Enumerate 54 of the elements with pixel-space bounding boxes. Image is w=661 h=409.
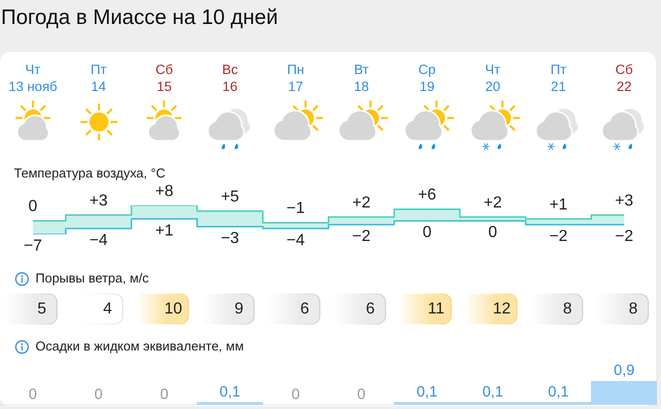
- x-tick-label: Чт 13 нояб: [8, 62, 58, 94]
- data-label: +2: [484, 194, 502, 212]
- chart-title: Погода в Миассе на 10 дней: [1, 6, 278, 29]
- x-tick-label: Чт 20: [485, 62, 500, 94]
- data-label: 8: [562, 300, 572, 318]
- x-tick-label: Сб 22: [615, 62, 634, 94]
- data-label: 6: [366, 300, 375, 318]
- x-tick-label: Ср 19: [418, 62, 436, 94]
- data-label: 12: [492, 300, 511, 318]
- data-label: 0: [422, 224, 432, 242]
- data-label: 9: [234, 300, 244, 318]
- data-label: −2: [352, 228, 371, 246]
- chart-subtitle: Температура воздуха, °C: [14, 165, 166, 180]
- x-tick-label: Вс 16: [222, 62, 238, 94]
- data-label: 0,1: [548, 383, 569, 400]
- data-label: 4: [103, 300, 112, 318]
- data-label: 0: [160, 386, 168, 404]
- x-tick-label: Сб 15: [156, 62, 174, 94]
- x-tick-label: Пт 14: [90, 62, 107, 94]
- chart-title: Осадки в жидком эквиваленте, мм: [36, 338, 244, 354]
- data-label: 0: [291, 386, 300, 404]
- data-label: −3: [220, 230, 240, 247]
- data-label: −7: [24, 238, 42, 255]
- data-label: 0: [488, 224, 498, 242]
- data-label: +6: [418, 186, 436, 204]
- data-label: 0,1: [416, 383, 438, 400]
- data-label: +2: [352, 194, 371, 212]
- data-label: 0,9: [614, 362, 635, 380]
- data-label: −1: [286, 200, 305, 218]
- data-label: 11: [428, 300, 444, 318]
- text: Порывы ветра, м/с: [36, 270, 150, 286]
- x-tick-label: Вт 18: [354, 62, 369, 94]
- data-label: 8: [628, 300, 638, 318]
- data-label: 0,1: [482, 383, 504, 400]
- x-tick-label: Пт 21: [550, 62, 566, 94]
- data-label: +1: [549, 196, 568, 214]
- data-label: 0: [28, 198, 38, 216]
- data-label: +5: [220, 188, 240, 206]
- data-label: 10: [164, 300, 182, 318]
- data-label: +1: [155, 222, 174, 240]
- data-label: −4: [286, 232, 305, 249]
- data-label: 6: [300, 300, 310, 318]
- data-label: 0: [94, 386, 103, 404]
- data-label: +3: [89, 192, 108, 210]
- x-tick-label: Пн 17: [287, 62, 304, 94]
- data-label: −2: [615, 228, 634, 246]
- data-label: 0,1: [220, 383, 240, 400]
- data-label: 0: [357, 386, 366, 404]
- data-label: −4: [89, 232, 108, 249]
- data-label: +8: [155, 182, 174, 200]
- data-label: 5: [37, 300, 46, 318]
- data-label: 0: [28, 386, 38, 404]
- data-label: −2: [549, 228, 568, 246]
- data-label: +3: [615, 192, 634, 210]
